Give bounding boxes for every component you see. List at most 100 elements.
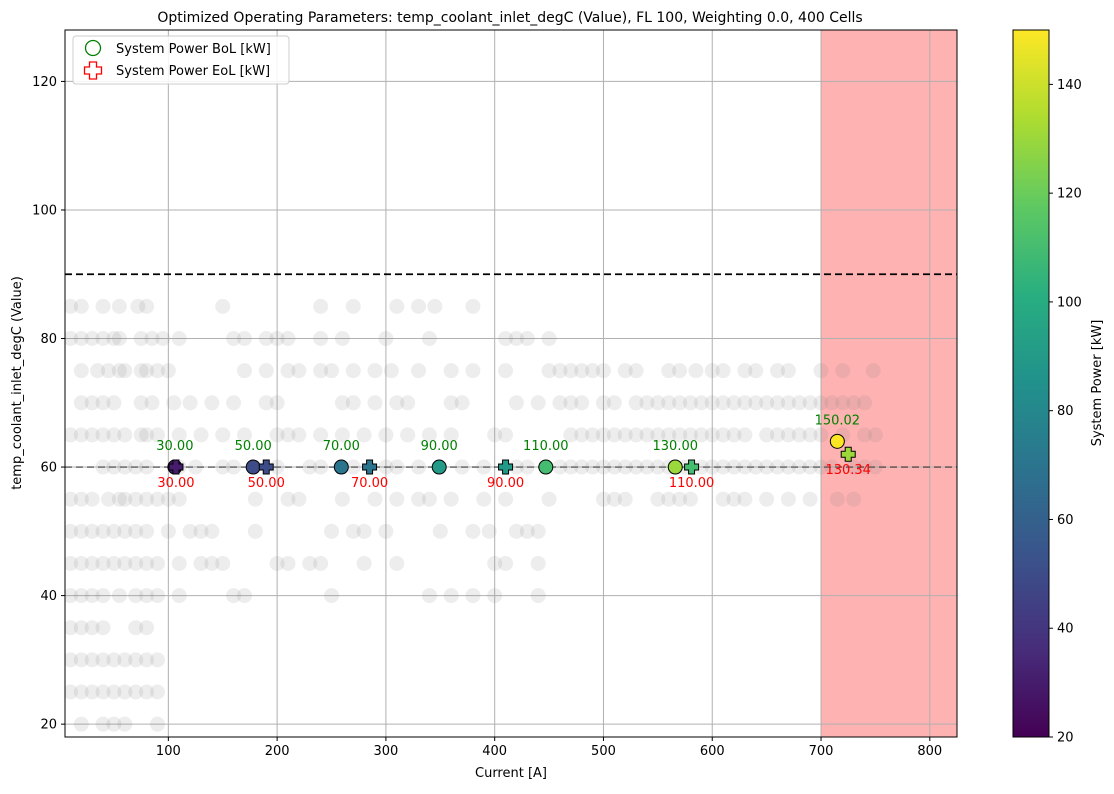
background-point — [73, 331, 89, 347]
background-point — [454, 395, 470, 411]
background-point — [149, 555, 165, 571]
background-point — [715, 395, 731, 411]
background-point — [759, 491, 775, 507]
eol-point — [168, 459, 184, 475]
background-point — [128, 652, 144, 668]
background-point — [149, 427, 165, 443]
background-point — [791, 459, 807, 475]
background-point — [149, 716, 165, 732]
background-point — [226, 331, 242, 347]
background-point — [345, 363, 361, 379]
x-tick-label: 200 — [265, 744, 290, 759]
background-point — [334, 491, 350, 507]
background-point — [835, 395, 851, 411]
background-point — [639, 427, 655, 443]
background-point — [139, 298, 155, 314]
colorbar-tick-label: 20 — [1057, 731, 1074, 746]
background-point — [487, 588, 503, 604]
background-point — [661, 395, 677, 411]
background-point — [443, 427, 459, 443]
background-point — [324, 523, 340, 539]
background-point — [574, 395, 590, 411]
background-point — [117, 652, 133, 668]
background-point — [411, 363, 427, 379]
background-point — [650, 395, 666, 411]
background-point — [106, 395, 122, 411]
background-point — [139, 491, 155, 507]
background-point — [84, 620, 100, 636]
background-point — [617, 427, 633, 443]
background-point — [133, 427, 149, 443]
background-point — [411, 459, 427, 475]
background-point — [149, 652, 165, 668]
background-point — [498, 427, 514, 443]
background-point — [324, 363, 340, 379]
background-point — [780, 459, 796, 475]
background-point — [693, 459, 709, 475]
background-point — [682, 395, 698, 411]
colorbar-tick-label: 80 — [1057, 404, 1074, 419]
background-point — [617, 459, 633, 475]
background-point — [628, 363, 644, 379]
background-point — [519, 331, 535, 347]
background-point — [628, 395, 644, 411]
background-point — [128, 620, 144, 636]
bol-point — [538, 459, 554, 475]
background-point — [824, 395, 840, 411]
colorbar-ticks: 20 40 60 80 100 120 140 — [1049, 78, 1082, 746]
background-point — [128, 459, 144, 475]
background-point — [498, 555, 514, 571]
chart-title: Optimized Operating Parameters: temp_coo… — [157, 10, 862, 26]
background-point — [465, 523, 481, 539]
background-point — [302, 459, 318, 475]
background-point — [117, 491, 133, 507]
background-point — [574, 363, 590, 379]
background-point — [759, 459, 775, 475]
background-point — [865, 363, 881, 379]
background-point — [313, 298, 329, 314]
background-point — [367, 491, 383, 507]
background-point — [595, 491, 611, 507]
background-point — [574, 427, 590, 443]
background-point — [617, 363, 633, 379]
background-point — [106, 427, 122, 443]
background-point — [215, 298, 231, 314]
background-point — [345, 523, 361, 539]
series-points-layer — [167, 433, 856, 475]
background-point — [672, 363, 688, 379]
background-point — [334, 427, 350, 443]
bol-point-label: 130.00 — [653, 439, 699, 454]
eol-point-label: 130.34 — [825, 463, 871, 478]
background-point — [476, 491, 492, 507]
background-point — [628, 427, 644, 443]
x-tick-label: 100 — [156, 744, 181, 759]
background-point — [737, 427, 753, 443]
background-point — [748, 363, 764, 379]
background-point — [117, 459, 133, 475]
y-tick-label: 60 — [40, 461, 57, 476]
background-point — [421, 331, 437, 347]
background-point — [389, 555, 405, 571]
background-point — [204, 523, 220, 539]
background-point — [193, 523, 209, 539]
axis-layer: 100 200 300 400 500 600 700 800 20 40 60 80 100 120 — [32, 75, 942, 759]
background-point — [149, 491, 165, 507]
bol-point — [431, 459, 447, 475]
background-point — [269, 555, 285, 571]
legend-eol-marker — [83, 61, 103, 80]
background-point — [400, 427, 416, 443]
bol-point-label: 50.00 — [235, 439, 272, 454]
background-point — [160, 523, 176, 539]
background-point — [367, 395, 383, 411]
y-tick-label: 120 — [32, 75, 57, 90]
background-point — [188, 459, 204, 475]
background-point — [95, 331, 111, 347]
background-point — [144, 395, 160, 411]
background-point — [313, 331, 329, 347]
x-tick-label: 700 — [809, 744, 834, 759]
background-point — [802, 427, 818, 443]
background-point — [269, 331, 285, 347]
background-point — [639, 459, 655, 475]
background-point — [236, 427, 252, 443]
background-point — [73, 427, 89, 443]
